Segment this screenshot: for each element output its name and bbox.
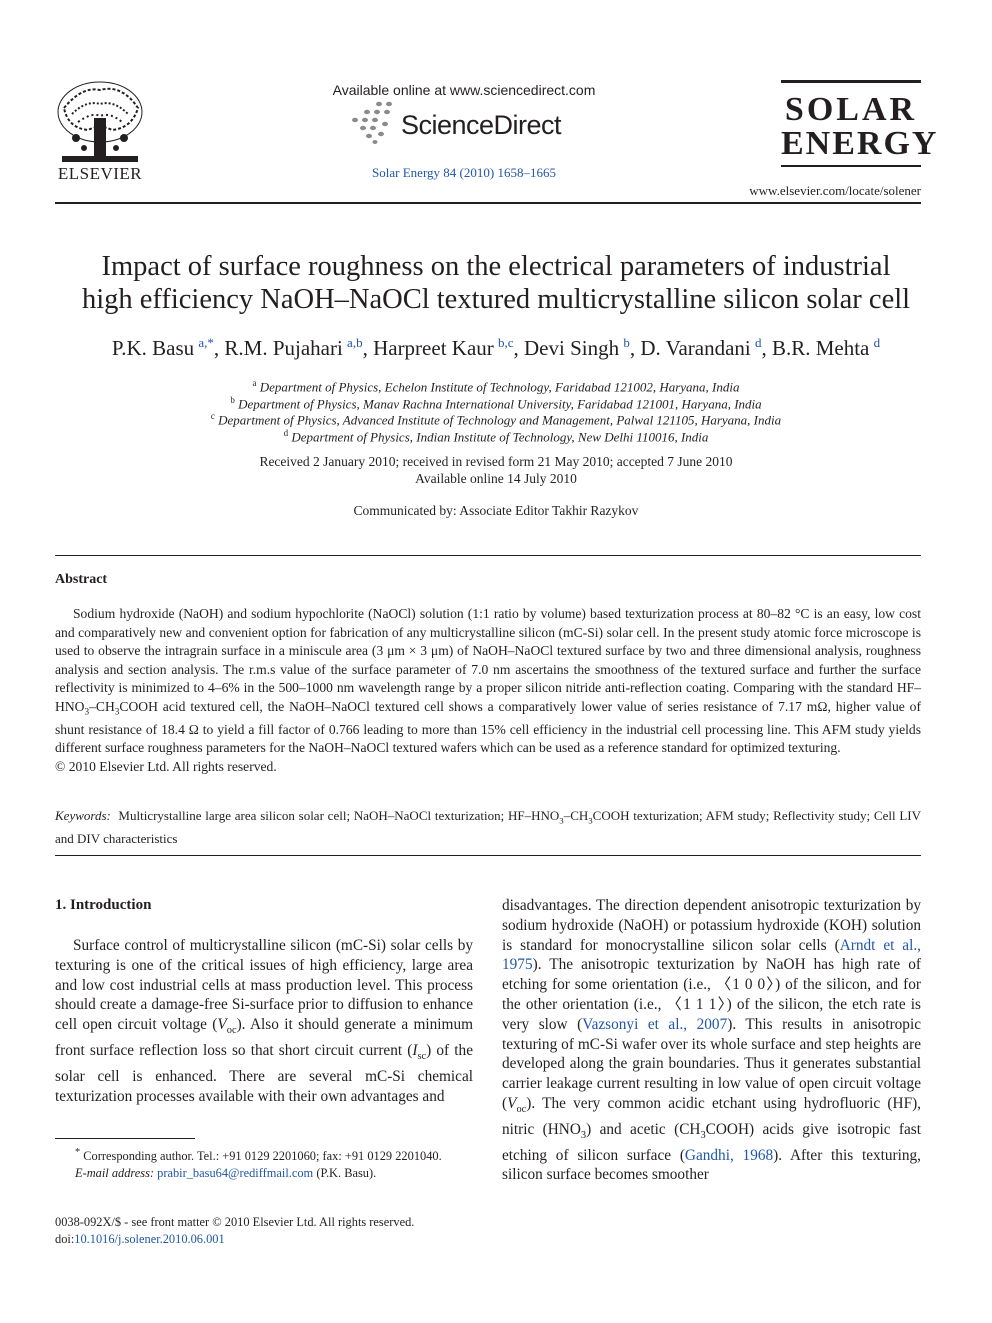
- email-label: E-mail address:: [75, 1165, 155, 1180]
- affiliation-key: d: [283, 428, 289, 438]
- author-affiliation-marker[interactable]: a,b: [347, 335, 363, 350]
- citation-link[interactable]: Arndt et al., 1975: [502, 936, 921, 974]
- author-affiliation-marker[interactable]: d: [873, 335, 881, 350]
- body-paragraph: disadvantages. The direction dependent a…: [502, 897, 922, 1184]
- citation-link[interactable]: Gandhi, 1968: [684, 1146, 774, 1164]
- keywords-label: Keywords:: [55, 808, 111, 823]
- journal-url[interactable]: www.elsevier.com/locate/solener: [749, 183, 921, 198]
- email-link[interactable]: prabir_basu64@rediffmail.com: [157, 1165, 314, 1180]
- affiliation-key: b: [230, 395, 235, 405]
- abstract-body: Sodium hydroxide (NaOH) and sodium hypoc…: [55, 605, 921, 776]
- footnote-marker: *: [75, 1147, 81, 1158]
- affiliation-text: Department of Physics, Advanced Institut…: [218, 412, 782, 428]
- affiliation-c: c Department of Physics, Advanced Instit…: [40, 411, 952, 428]
- affiliation-text: Department of Physics, Indian Institute …: [291, 429, 709, 445]
- elsevier-wordmark: ELSEVIER: [57, 164, 143, 183]
- abstract-top-rule: [55, 555, 921, 556]
- citation-link[interactable]: Vazsonyi et al., 2007: [582, 1015, 728, 1033]
- affiliation-d: d Department of Physics, Indian Institut…: [40, 428, 952, 445]
- corresponding-author-text: Corresponding author. Tel.: +91 0129 220…: [83, 1149, 442, 1164]
- doi-prefix: doi:: [55, 1231, 75, 1246]
- author-affiliation-marker[interactable]: d: [754, 335, 762, 350]
- author-name[interactable]: R.M. Pujahari: [224, 336, 343, 360]
- available-online-text[interactable]: Available online at www.sciencedirect.co…: [332, 82, 596, 98]
- sciencedirect-dots-icon: [352, 101, 392, 144]
- author-affiliation-marker[interactable]: a,*: [198, 335, 214, 350]
- front-matter: 0038-092X/$ - see front matter © 2010 El…: [55, 1214, 473, 1247]
- author-affiliation-marker[interactable]: b: [623, 335, 630, 350]
- sciencedirect-wordmark: ScienceDirect: [401, 110, 562, 140]
- affiliation-key: a: [252, 378, 257, 388]
- author-name[interactable]: P.K. Basu: [111, 336, 195, 360]
- body-paragraph: Surface control of multicrystalline sili…: [55, 937, 473, 1105]
- author-name[interactable]: D. Varandani: [640, 336, 751, 360]
- keywords-block: Keywords: Multicrystalline large area si…: [55, 807, 921, 848]
- affiliation-a: a Department of Physics, Echelon Institu…: [40, 378, 952, 395]
- keywords-list: Multicrystalline large area silicon sola…: [55, 808, 921, 847]
- article-title: Impact of surface roughness on the elect…: [40, 250, 952, 316]
- solar-energy-logo: SOLAR ENERGY: [781, 80, 939, 167]
- corresponding-author-note: * Corresponding author. Tel.: +91 0129 2…: [55, 1145, 473, 1165]
- affiliation-text: Department of Physics, Echelon Institute…: [259, 379, 740, 395]
- doi-link[interactable]: 10.1016/j.solener.2010.06.001: [74, 1231, 225, 1246]
- affiliation-key: c: [210, 411, 215, 421]
- affiliation-b: b Department of Physics, Manav Rachna In…: [40, 395, 952, 412]
- communicated-by: Communicated by: Associate Editor Takhir…: [353, 503, 639, 518]
- title-line-1: Impact of surface roughness on the elect…: [101, 251, 891, 282]
- journal-logo-line2: ENERGY: [781, 125, 939, 162]
- elsevier-logo: ELSEVIER: [52, 78, 148, 186]
- abstract-heading: Abstract: [55, 572, 108, 587]
- author-list: P.K. Basu a,*, R.M. Pujahari a,b, Harpre…: [111, 335, 881, 360]
- author-affiliation-marker[interactable]: b,c: [497, 335, 514, 350]
- received-dates: Received 2 January 2010; received in rev…: [259, 454, 733, 469]
- author-name[interactable]: B.R. Mehta: [771, 336, 870, 360]
- issn-line: 0038-092X/$ - see front matter © 2010 El…: [55, 1215, 415, 1229]
- affiliation-text: Department of Physics, Manav Rachna Inte…: [238, 396, 762, 412]
- journal-logo-line1: SOLAR: [784, 91, 918, 128]
- abstract-paragraph: Sodium hydroxide (NaOH) and sodium hypoc…: [55, 606, 921, 756]
- author-name[interactable]: Harpreet Kaur: [373, 336, 494, 360]
- section-heading-introduction: 1. Introduction: [55, 897, 152, 913]
- author-name[interactable]: Devi Singh: [524, 336, 620, 360]
- header-divider: [55, 202, 921, 204]
- title-line-2: high efficiency NaOH–NaOCl textured mult…: [81, 284, 911, 315]
- doi-line: doi:10.1016/j.solener.2010.06.001: [55, 1231, 473, 1248]
- email-owner: (P.K. Basu).: [316, 1165, 377, 1180]
- email-line: E-mail address: prabir_basu64@rediffmail…: [55, 1165, 473, 1182]
- available-online-date: Available online 14 July 2010: [415, 471, 577, 486]
- article-history: Received 2 January 2010; received in rev…: [40, 453, 952, 487]
- footnote: * Corresponding author. Tel.: +91 0129 2…: [55, 1145, 473, 1181]
- footnote-divider: [55, 1138, 195, 1139]
- elsevier-tree-icon: [57, 81, 143, 162]
- body-column-right: disadvantages. The direction dependent a…: [502, 896, 921, 1185]
- sciencedirect-logo[interactable]: ScienceDirect: [345, 100, 585, 150]
- abstract-bottom-rule: [55, 855, 921, 856]
- body-column-left: Surface control of multicrystalline sili…: [55, 936, 473, 1106]
- copyright-line: © 2010 Elsevier Ltd. All rights reserved…: [55, 758, 277, 774]
- journal-reference-link[interactable]: Solar Energy 84 (2010) 1658–1665: [372, 165, 556, 180]
